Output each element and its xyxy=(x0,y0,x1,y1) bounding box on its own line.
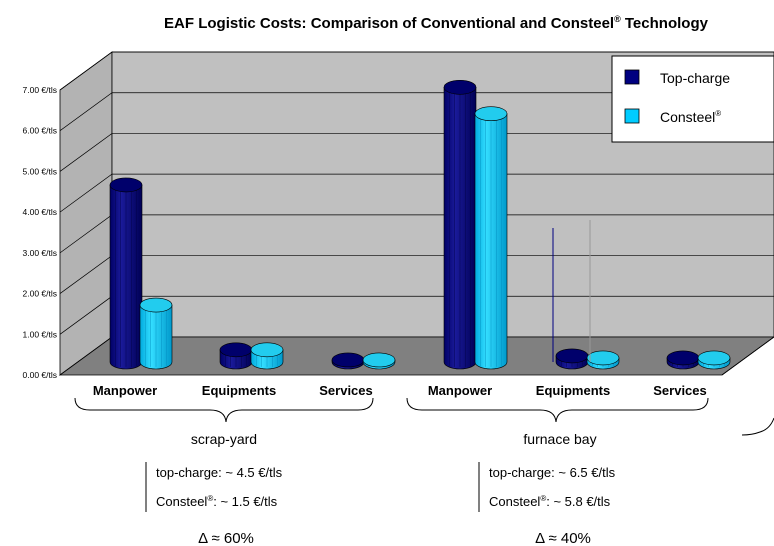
legend-label-consteel: Consteel® xyxy=(660,109,721,125)
x-category-label: Manpower xyxy=(428,383,492,398)
y-tick-label: 7.00 €/tls xyxy=(23,85,58,95)
bar-consteel-0 xyxy=(139,297,173,370)
bar-top-charge-1 xyxy=(219,342,253,370)
legend-label-top-charge: Top-charge xyxy=(660,70,730,86)
bar-top xyxy=(555,348,589,364)
bar-top-charge-5 xyxy=(666,350,700,370)
y-tick-label: 5.00 €/tls xyxy=(23,166,58,176)
bar-top-charge-3 xyxy=(443,79,477,370)
group-label-scrap-yard: scrap-yard xyxy=(191,431,257,447)
x-category-label: Services xyxy=(653,383,707,398)
bar-top xyxy=(697,350,731,366)
x-category-label: Services xyxy=(319,383,373,398)
bar-consteel-5 xyxy=(697,350,731,370)
bar-top xyxy=(109,177,143,193)
x-category-label: Equipments xyxy=(536,383,610,398)
bar-top xyxy=(139,297,173,313)
bar-top xyxy=(250,342,284,358)
bar-top-charge-0 xyxy=(109,177,143,370)
bar-top xyxy=(443,79,477,95)
delta-furnace-bay: Δ ≈ 40% xyxy=(535,530,591,546)
bar-consteel-4 xyxy=(586,350,620,370)
side-wall xyxy=(59,51,113,376)
x-category-label: Manpower xyxy=(93,383,157,398)
note-consteel-furnace-bay: Consteel®: ~ 5.8 €/tls xyxy=(489,494,611,509)
bar-top-charge-4 xyxy=(555,348,589,370)
note-top-charge-furnace-bay: top-charge: ~ 6.5 €/tls xyxy=(489,465,616,480)
bar-top xyxy=(474,106,508,122)
legend-swatch-top-charge xyxy=(624,69,640,85)
legend-box xyxy=(611,55,774,143)
legend: Top-charge Consteel® xyxy=(611,55,774,143)
brace-furnace-bay xyxy=(406,397,709,423)
gridline xyxy=(59,92,774,131)
bars xyxy=(109,79,731,370)
bar-consteel-1 xyxy=(250,342,284,370)
bar-top xyxy=(362,352,396,368)
axis-front-edge xyxy=(721,336,774,376)
bar-top xyxy=(666,350,700,366)
gridline xyxy=(59,173,774,213)
chart-title: EAF Logistic Costs: Comparison of Conven… xyxy=(164,14,709,32)
gridline xyxy=(59,133,774,172)
bar-consteel-2 xyxy=(362,352,396,370)
bar-top xyxy=(219,342,253,358)
x-category-label: Equipments xyxy=(202,383,276,398)
bar-top xyxy=(586,350,620,366)
bar-consteel-3 xyxy=(474,106,508,370)
y-tick-label: 3.00 €/tls xyxy=(23,248,58,258)
y-tick-label: 1.00 €/tls xyxy=(23,329,58,339)
note-top-charge-scrap-yard: top-charge: ~ 4.5 €/tls xyxy=(156,465,283,480)
gridline xyxy=(59,51,774,91)
brace-stub xyxy=(741,417,774,436)
delta-scrap-yard: Δ ≈ 60% xyxy=(198,530,254,546)
y-tick-label: 4.00 €/tls xyxy=(23,207,58,217)
group-label-furnace-bay: furnace bay xyxy=(523,431,596,447)
brace-scrap-yard xyxy=(74,397,374,423)
y-tick-label: 6.00 €/tls xyxy=(23,126,58,136)
x-axis-labels: Manpower Equipments Services Manpower Equipm… xyxy=(93,383,707,398)
legend-swatch-consteel xyxy=(624,108,640,124)
y-tick-label: 0.00 €/tls xyxy=(23,370,58,380)
note-consteel-scrap-yard: Consteel®: ~ 1.5 €/tls xyxy=(156,494,278,509)
y-axis: 0.00 €/tls 1.00 €/tls 2.00 €/tls 3.00 €/tls… xyxy=(23,85,58,380)
bar-top-charge-2 xyxy=(331,352,365,370)
bar-top xyxy=(331,352,365,368)
y-tick-label: 2.00 €/tls xyxy=(23,289,58,299)
